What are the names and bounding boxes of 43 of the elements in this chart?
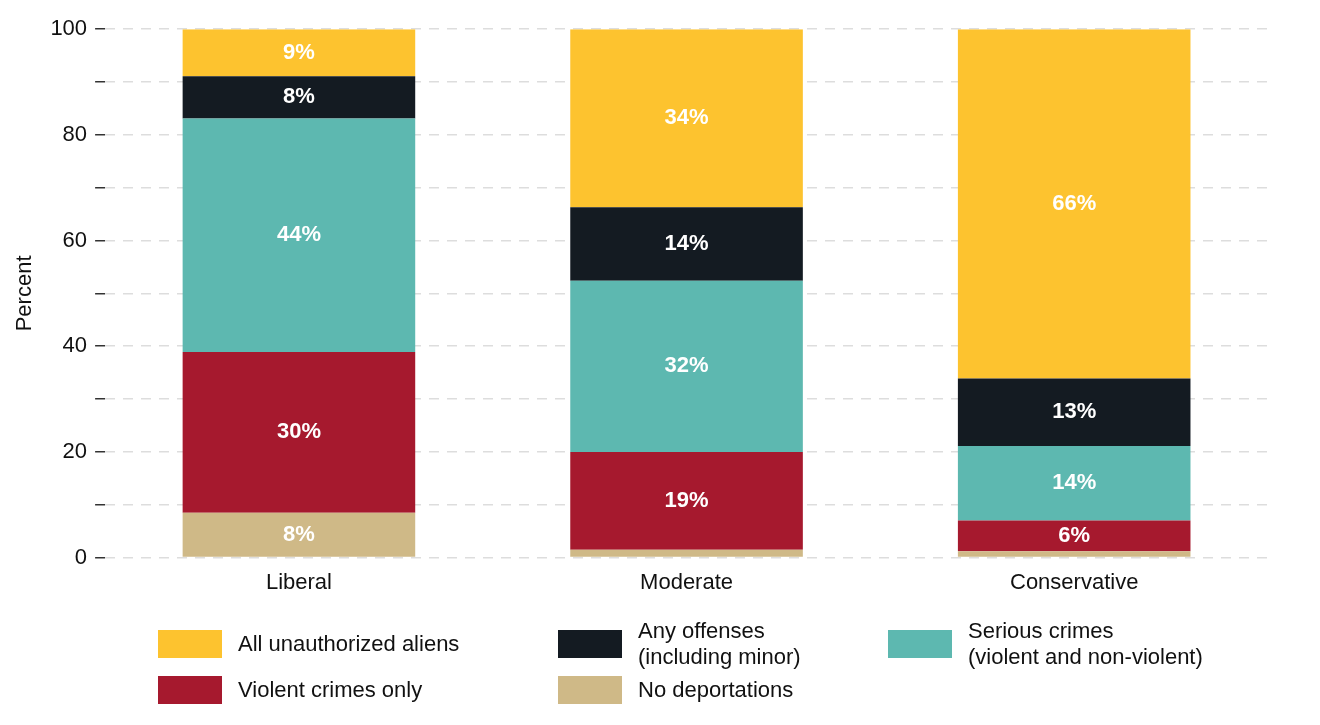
y-axis-title: Percent (11, 255, 37, 332)
data-label: 8% (283, 520, 315, 546)
bar (957, 446, 1191, 521)
bar (570, 280, 803, 452)
data-label: 66% (1052, 189, 1097, 215)
data-label: 32% (664, 352, 709, 378)
y-tick-label: 100 (50, 15, 88, 41)
data-label: 19% (664, 486, 709, 512)
bar (570, 29, 803, 208)
bar (182, 118, 416, 353)
data-label: 6% (1058, 522, 1091, 547)
data-label: 13% (1052, 398, 1097, 424)
bar (957, 378, 1191, 447)
legend-label: Violent crimes only (238, 677, 423, 703)
x-tick-label: Liberal (265, 568, 332, 594)
legend-label: Any offenses (including minor) (638, 618, 801, 670)
bar (570, 451, 803, 550)
bar (957, 520, 1191, 552)
bar (570, 207, 803, 281)
bar (957, 29, 1191, 379)
data-label: 8% (283, 83, 315, 109)
legend-label: All unauthorized aliens (238, 631, 460, 657)
bar (182, 29, 416, 77)
bar (570, 549, 803, 557)
y-tick-label: 0 (74, 543, 88, 569)
y-tick-label: 60 (62, 226, 88, 252)
bar (182, 76, 416, 119)
data-label: 44% (276, 221, 321, 247)
data-label: 14% (1052, 469, 1097, 495)
data-label: 34% (664, 104, 709, 130)
data-label: 14% (664, 230, 709, 256)
data-label: 9% (283, 38, 315, 64)
x-tick-label: Moderate (640, 568, 734, 594)
x-tick-label: Conservative (1009, 568, 1139, 594)
data-label: 30% (276, 418, 321, 444)
bar (957, 551, 1191, 557)
y-tick-label: 80 (62, 120, 88, 146)
legend-label: Serious crimes (violent and non-violent) (968, 618, 1203, 670)
y-tick-label: 20 (62, 437, 88, 463)
legend-label: No deportations (638, 677, 794, 703)
bar (182, 512, 416, 557)
bar (182, 352, 416, 513)
y-tick-label: 40 (62, 332, 88, 358)
